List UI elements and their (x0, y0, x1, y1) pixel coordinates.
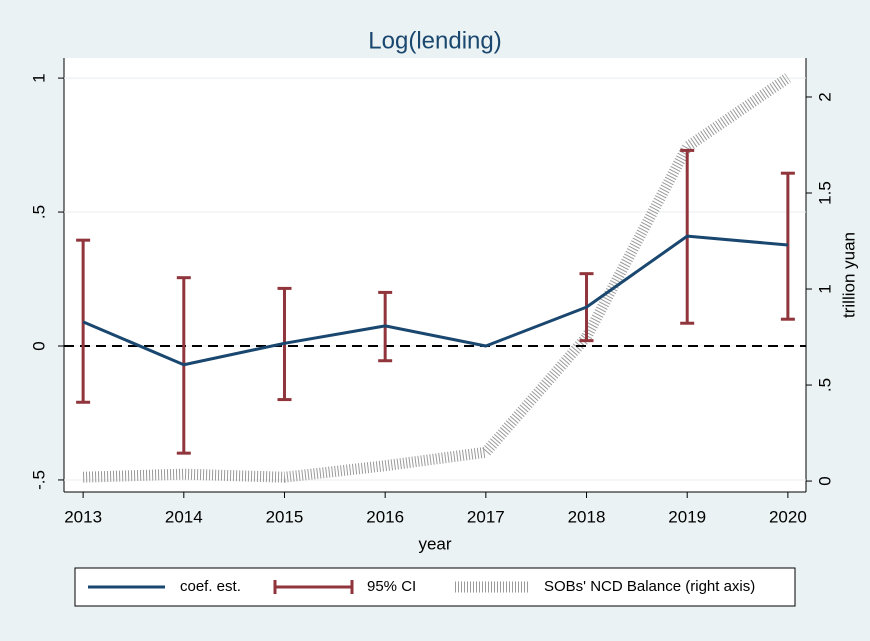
legend (74, 567, 796, 607)
y2-axis-title: trillion yuan (839, 232, 858, 318)
legend-label: 95% CI (367, 578, 416, 595)
y2-tick-label: 0 (815, 476, 834, 485)
y-tick-label: 1 (29, 73, 48, 82)
x-tick-label: 2020 (769, 507, 807, 526)
plot-region (64, 58, 806, 492)
x-tick-label: 2013 (64, 507, 102, 526)
legend-label: SOBs' NCD Balance (right axis) (544, 578, 755, 595)
x-tick-label: 2017 (467, 507, 505, 526)
y-tick-label: -.5 (29, 470, 48, 490)
x-tick-label: 2014 (165, 507, 203, 526)
y-tick-label: 0 (29, 341, 48, 350)
y2-tick-label: .5 (815, 378, 834, 392)
x-axis-title: year (418, 534, 451, 553)
line (82, 234, 789, 367)
y2-tick-label: 1 (815, 284, 834, 293)
x-tick-label: 2016 (366, 507, 404, 526)
x-tick-label: 2015 (266, 507, 304, 526)
x-tick-label: 2019 (668, 507, 706, 526)
y-tick-label: .5 (29, 205, 48, 219)
x-tick-label: 2018 (568, 507, 606, 526)
hatched-line (82, 73, 791, 483)
y2-tick-label: 1.5 (815, 181, 834, 205)
y2-tick-label: 2 (815, 92, 834, 101)
chart-title: Log(lending) (368, 27, 501, 54)
legend-label: coef. est. (180, 578, 241, 595)
